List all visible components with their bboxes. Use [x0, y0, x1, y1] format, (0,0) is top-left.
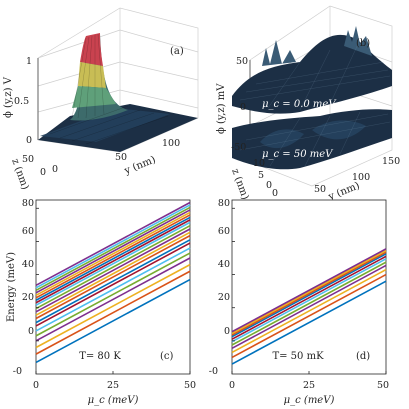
- panel-d-annotation: T= 50 mK: [272, 351, 324, 362]
- panel-c-series-line-17: [35, 209, 191, 294]
- panel-a-ztick-2: 1: [26, 56, 32, 67]
- panel-a-ztick-1: 0.5: [14, 96, 29, 107]
- panel-d-xlabel: μ_c (meV): [284, 395, 335, 406]
- panel-c-xtick-label: 25: [107, 380, 119, 391]
- panel-d-ytick-label: -0: [209, 366, 218, 377]
- panel-a-dtick-0: 50: [22, 154, 34, 165]
- panel-d-series-line-1: [231, 273, 387, 359]
- panel-d-ytick-label: 20: [218, 292, 230, 303]
- panel-b-ytick-3: 150: [382, 156, 400, 167]
- panel-c-series-line-18: [35, 206, 191, 292]
- panel-c-ytick-label: 40: [22, 259, 34, 270]
- panel-d-series-line-4: [231, 261, 387, 346]
- panel-c-series-line-5: [35, 247, 191, 332]
- panel-b-surface-label-1: μ_c = 50 meV: [262, 149, 334, 160]
- panel-a-zlabel: ϕ (y,z) V: [3, 76, 14, 118]
- panel-c-ytick-label: 60: [22, 226, 34, 237]
- panel-b-dtick-2: 0: [266, 180, 272, 191]
- panel-b: μ_c = 0.0 meV μ_c = 50 meV -50 0 50 0 50…: [216, 5, 400, 203]
- panel-a-surface: [38, 33, 198, 152]
- panel-b-ytick-1: 50: [314, 184, 326, 195]
- panel-c-ytick-label: 80: [22, 198, 34, 209]
- panel-c-series-line-7: [35, 239, 191, 324]
- panel-d-series-line-9: [231, 249, 387, 335]
- panel-b-surface-label-0: μ_c = 0.0 meV: [262, 99, 337, 110]
- panel-c: -0 0 20 40 60 80 0 25 50 μ_c (meV) Energ…: [6, 198, 196, 406]
- panel-d-series-line-0: [231, 280, 387, 365]
- panel-c-series-line-6: [35, 242, 191, 327]
- panel-c-ylabel: Energy (meV): [6, 252, 17, 322]
- panel-d-ticks: [231, 207, 387, 374]
- panel-c-series-line-20: [35, 201, 191, 287]
- panel-a-tag: (a): [170, 46, 184, 57]
- panel-c-series-line-2: [35, 263, 191, 349]
- panel-b-surface-lower: [232, 109, 392, 170]
- panel-c-series-line-12: [35, 221, 191, 306]
- panel-c-ticks: [35, 207, 191, 374]
- panel-d-ytick-label: 60: [218, 226, 230, 237]
- panel-d-frame: [231, 199, 387, 375]
- panel-a: 0 0.5 1 0 50 100 50 0 ϕ (y,z) V y (nm) z…: [3, 7, 199, 191]
- panel-b-dtick-0: 10: [253, 158, 265, 169]
- panel-d-series-line-3: [231, 264, 387, 350]
- panel-c-series-line-0: [35, 278, 191, 364]
- panel-b-ztick-0: -50: [231, 142, 246, 153]
- panel-c-series-line-9: [35, 231, 191, 316]
- panel-d-series-line-6: [231, 255, 387, 340]
- panel-d-series-line-2: [231, 268, 387, 354]
- panel-d: -0 0 20 40 60 80 0 25 50 μ_c (meV) T= 50…: [209, 198, 389, 406]
- panel-b-zlabel: ϕ (y,z) mV: [216, 83, 227, 134]
- panel-c-series-line-13: [35, 219, 191, 304]
- panel-b-surface-upper: [232, 26, 392, 114]
- panel-d-ytick-label: 40: [218, 259, 230, 270]
- panel-d-xtick-label: 25: [303, 380, 315, 391]
- panel-d-ytick-label: 0: [224, 326, 230, 337]
- panel-d-tag: (d): [356, 351, 370, 362]
- panel-c-series-line-15: [35, 214, 191, 299]
- panel-c-ytick-label: 0: [28, 326, 34, 337]
- panel-d-series-line-10: [231, 248, 387, 333]
- panel-c-series-line-11: [35, 224, 191, 310]
- panel-a-xlabel: y (nm): [122, 154, 157, 177]
- panel-c-lines: [35, 201, 191, 364]
- panel-a-ytick-2: 100: [162, 138, 180, 149]
- panel-c-xtick-label: 50: [184, 380, 196, 391]
- panel-a-mesh: [49, 33, 169, 145]
- panel-c-series-line-8: [35, 234, 191, 320]
- panel-a-ytick-0: 0: [52, 164, 58, 175]
- panel-b-ztick-2: 50: [236, 56, 248, 67]
- panel-c-series-line-3: [35, 257, 191, 342]
- panel-b-ylabel: z (nm): [229, 167, 250, 201]
- panel-d-lines: [231, 248, 387, 365]
- panel-c-series-line-16: [35, 211, 191, 296]
- panel-c-series-line-1: [35, 270, 191, 355]
- panel-d-ytick-label: 80: [218, 198, 230, 209]
- panel-b-tag: (b): [356, 38, 370, 49]
- panel-b-dtick-1: 5: [258, 170, 264, 181]
- panel-c-ytick-label: -0: [13, 366, 22, 377]
- panel-d-series-line-8: [231, 251, 387, 336]
- panel-c-series-line-14: [35, 216, 191, 301]
- panel-b-ytick-2: 100: [352, 172, 370, 183]
- panel-d-series-line-5: [231, 258, 387, 343]
- panel-c-annotation: T= 80 K: [79, 351, 121, 362]
- panel-c-xtick-label: 0: [33, 380, 39, 391]
- panel-a-ztick-0: 0: [26, 135, 32, 146]
- panel-b-ztick-1: 0: [240, 102, 246, 113]
- panel-c-tag: (c): [160, 351, 174, 362]
- panel-c-ytick-label: 20: [22, 292, 34, 303]
- panel-d-xtick-label: 50: [377, 380, 389, 391]
- panel-c-series-line-10: [35, 228, 191, 313]
- panel-b-ytick-0: 0: [272, 188, 278, 199]
- panel-a-dtick-1: 0: [40, 167, 46, 178]
- panel-d-series-line-7: [231, 253, 387, 338]
- panel-c-series-line-19: [35, 204, 191, 289]
- panel-a-ytick-1: 50: [115, 152, 127, 163]
- panel-c-series-line-4: [35, 252, 191, 337]
- panel-d-xtick-label: 0: [229, 380, 235, 391]
- panel-c-xlabel: μ_c (meV): [88, 395, 139, 406]
